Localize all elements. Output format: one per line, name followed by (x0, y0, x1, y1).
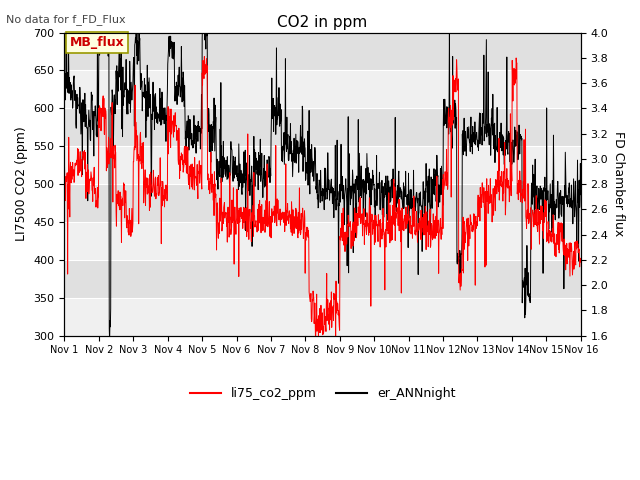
Bar (65, 184, 580, 222)
Text: No data for f_FD_Flux: No data for f_FD_Flux (6, 14, 126, 25)
Title: CO2 in ppm: CO2 in ppm (278, 15, 368, 30)
Y-axis label: LI7500 CO2 (ppm): LI7500 CO2 (ppm) (15, 127, 28, 241)
Bar (65, 222, 580, 260)
Bar (65, 260, 580, 298)
Bar (65, 71, 580, 108)
Bar (65, 146, 580, 184)
Legend: li75_co2_ppm, er_ANNnight: li75_co2_ppm, er_ANNnight (185, 382, 460, 405)
Bar (65, 108, 580, 146)
Y-axis label: FD Chamber flux: FD Chamber flux (612, 132, 625, 237)
Bar (65, 298, 580, 336)
Bar (65, 33, 580, 71)
Text: MB_flux: MB_flux (70, 36, 124, 49)
